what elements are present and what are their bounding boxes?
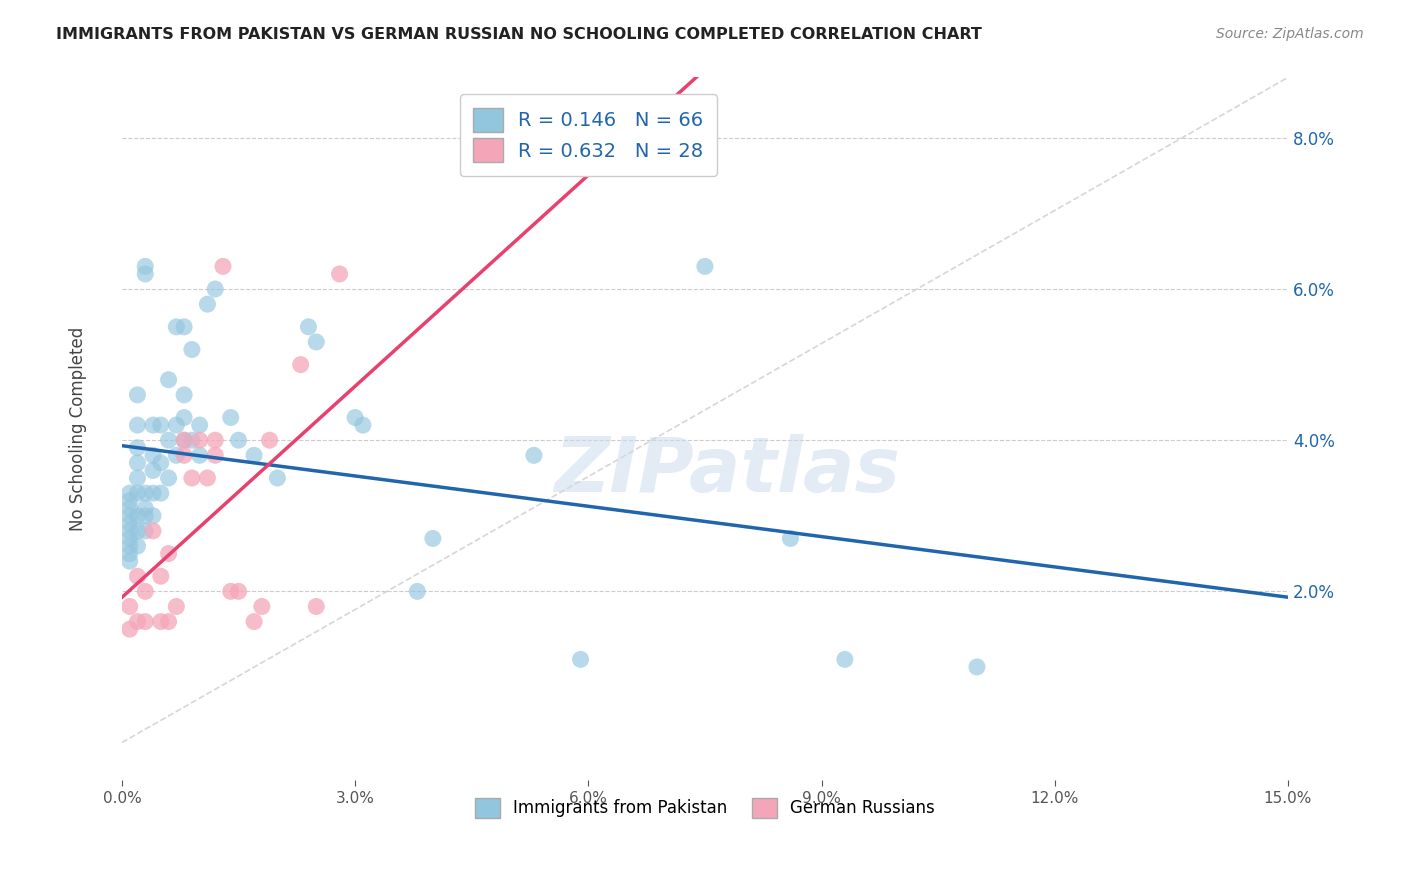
Point bbox=[180, 343, 202, 357]
Point bbox=[127, 615, 149, 629]
Point bbox=[127, 569, 149, 583]
Point bbox=[297, 319, 319, 334]
Point bbox=[134, 486, 156, 500]
Point bbox=[118, 524, 141, 538]
Point bbox=[173, 434, 195, 448]
Point bbox=[204, 434, 226, 448]
Point bbox=[149, 418, 172, 433]
Point bbox=[693, 260, 716, 274]
Point bbox=[243, 615, 266, 629]
Point bbox=[228, 584, 250, 599]
Point bbox=[127, 539, 149, 553]
Point bbox=[134, 615, 156, 629]
Point bbox=[142, 524, 165, 538]
Text: Source: ZipAtlas.com: Source: ZipAtlas.com bbox=[1216, 27, 1364, 41]
Point bbox=[157, 373, 180, 387]
Point bbox=[118, 501, 141, 516]
Point bbox=[118, 493, 141, 508]
Point bbox=[157, 434, 180, 448]
Point bbox=[134, 584, 156, 599]
Point bbox=[118, 486, 141, 500]
Point bbox=[127, 486, 149, 500]
Point bbox=[142, 448, 165, 462]
Point bbox=[180, 434, 202, 448]
Legend: Immigrants from Pakistan, German Russians: Immigrants from Pakistan, German Russian… bbox=[468, 791, 942, 825]
Point bbox=[290, 358, 312, 372]
Text: IMMIGRANTS FROM PAKISTAN VS GERMAN RUSSIAN NO SCHOOLING COMPLETED CORRELATION CH: IMMIGRANTS FROM PAKISTAN VS GERMAN RUSSI… bbox=[56, 27, 983, 42]
Point bbox=[197, 297, 219, 311]
Point bbox=[149, 456, 172, 470]
Point bbox=[118, 532, 141, 546]
Point bbox=[422, 532, 444, 546]
Point bbox=[834, 652, 856, 666]
Point bbox=[142, 508, 165, 523]
Point bbox=[173, 410, 195, 425]
Point bbox=[118, 554, 141, 568]
Point bbox=[157, 615, 180, 629]
Point bbox=[157, 547, 180, 561]
Point bbox=[966, 660, 988, 674]
Point bbox=[127, 508, 149, 523]
Point bbox=[142, 418, 165, 433]
Point bbox=[779, 532, 801, 546]
Point bbox=[118, 516, 141, 531]
Point bbox=[344, 410, 367, 425]
Point bbox=[228, 434, 250, 448]
Point bbox=[118, 599, 141, 614]
Point bbox=[188, 434, 211, 448]
Point bbox=[118, 508, 141, 523]
Point bbox=[149, 615, 172, 629]
Point bbox=[127, 524, 149, 538]
Point bbox=[212, 260, 235, 274]
Point bbox=[157, 471, 180, 485]
Point bbox=[134, 501, 156, 516]
Y-axis label: No Schooling Completed: No Schooling Completed bbox=[69, 326, 87, 531]
Point bbox=[188, 418, 211, 433]
Point bbox=[118, 622, 141, 636]
Point bbox=[204, 448, 226, 462]
Point bbox=[173, 434, 195, 448]
Point bbox=[173, 388, 195, 402]
Point bbox=[134, 267, 156, 281]
Point bbox=[266, 471, 288, 485]
Point bbox=[134, 260, 156, 274]
Point bbox=[165, 418, 187, 433]
Point bbox=[134, 508, 156, 523]
Point bbox=[127, 441, 149, 455]
Point bbox=[204, 282, 226, 296]
Point bbox=[352, 418, 374, 433]
Point bbox=[180, 471, 202, 485]
Point bbox=[142, 463, 165, 477]
Point bbox=[118, 539, 141, 553]
Point bbox=[305, 599, 328, 614]
Point bbox=[142, 486, 165, 500]
Point bbox=[523, 448, 546, 462]
Point bbox=[127, 456, 149, 470]
Point bbox=[134, 524, 156, 538]
Point bbox=[127, 388, 149, 402]
Point bbox=[406, 584, 429, 599]
Point bbox=[305, 334, 328, 349]
Point bbox=[149, 486, 172, 500]
Point bbox=[243, 448, 266, 462]
Point bbox=[219, 584, 242, 599]
Point bbox=[173, 319, 195, 334]
Point bbox=[149, 569, 172, 583]
Point bbox=[569, 652, 592, 666]
Text: ZIPatlas: ZIPatlas bbox=[555, 434, 901, 508]
Point bbox=[165, 599, 187, 614]
Point bbox=[173, 448, 195, 462]
Point bbox=[118, 547, 141, 561]
Point bbox=[165, 448, 187, 462]
Point bbox=[329, 267, 352, 281]
Point bbox=[127, 471, 149, 485]
Point bbox=[259, 434, 281, 448]
Point bbox=[197, 471, 219, 485]
Point bbox=[250, 599, 273, 614]
Point bbox=[188, 448, 211, 462]
Point bbox=[127, 418, 149, 433]
Point bbox=[165, 319, 187, 334]
Point bbox=[219, 410, 242, 425]
